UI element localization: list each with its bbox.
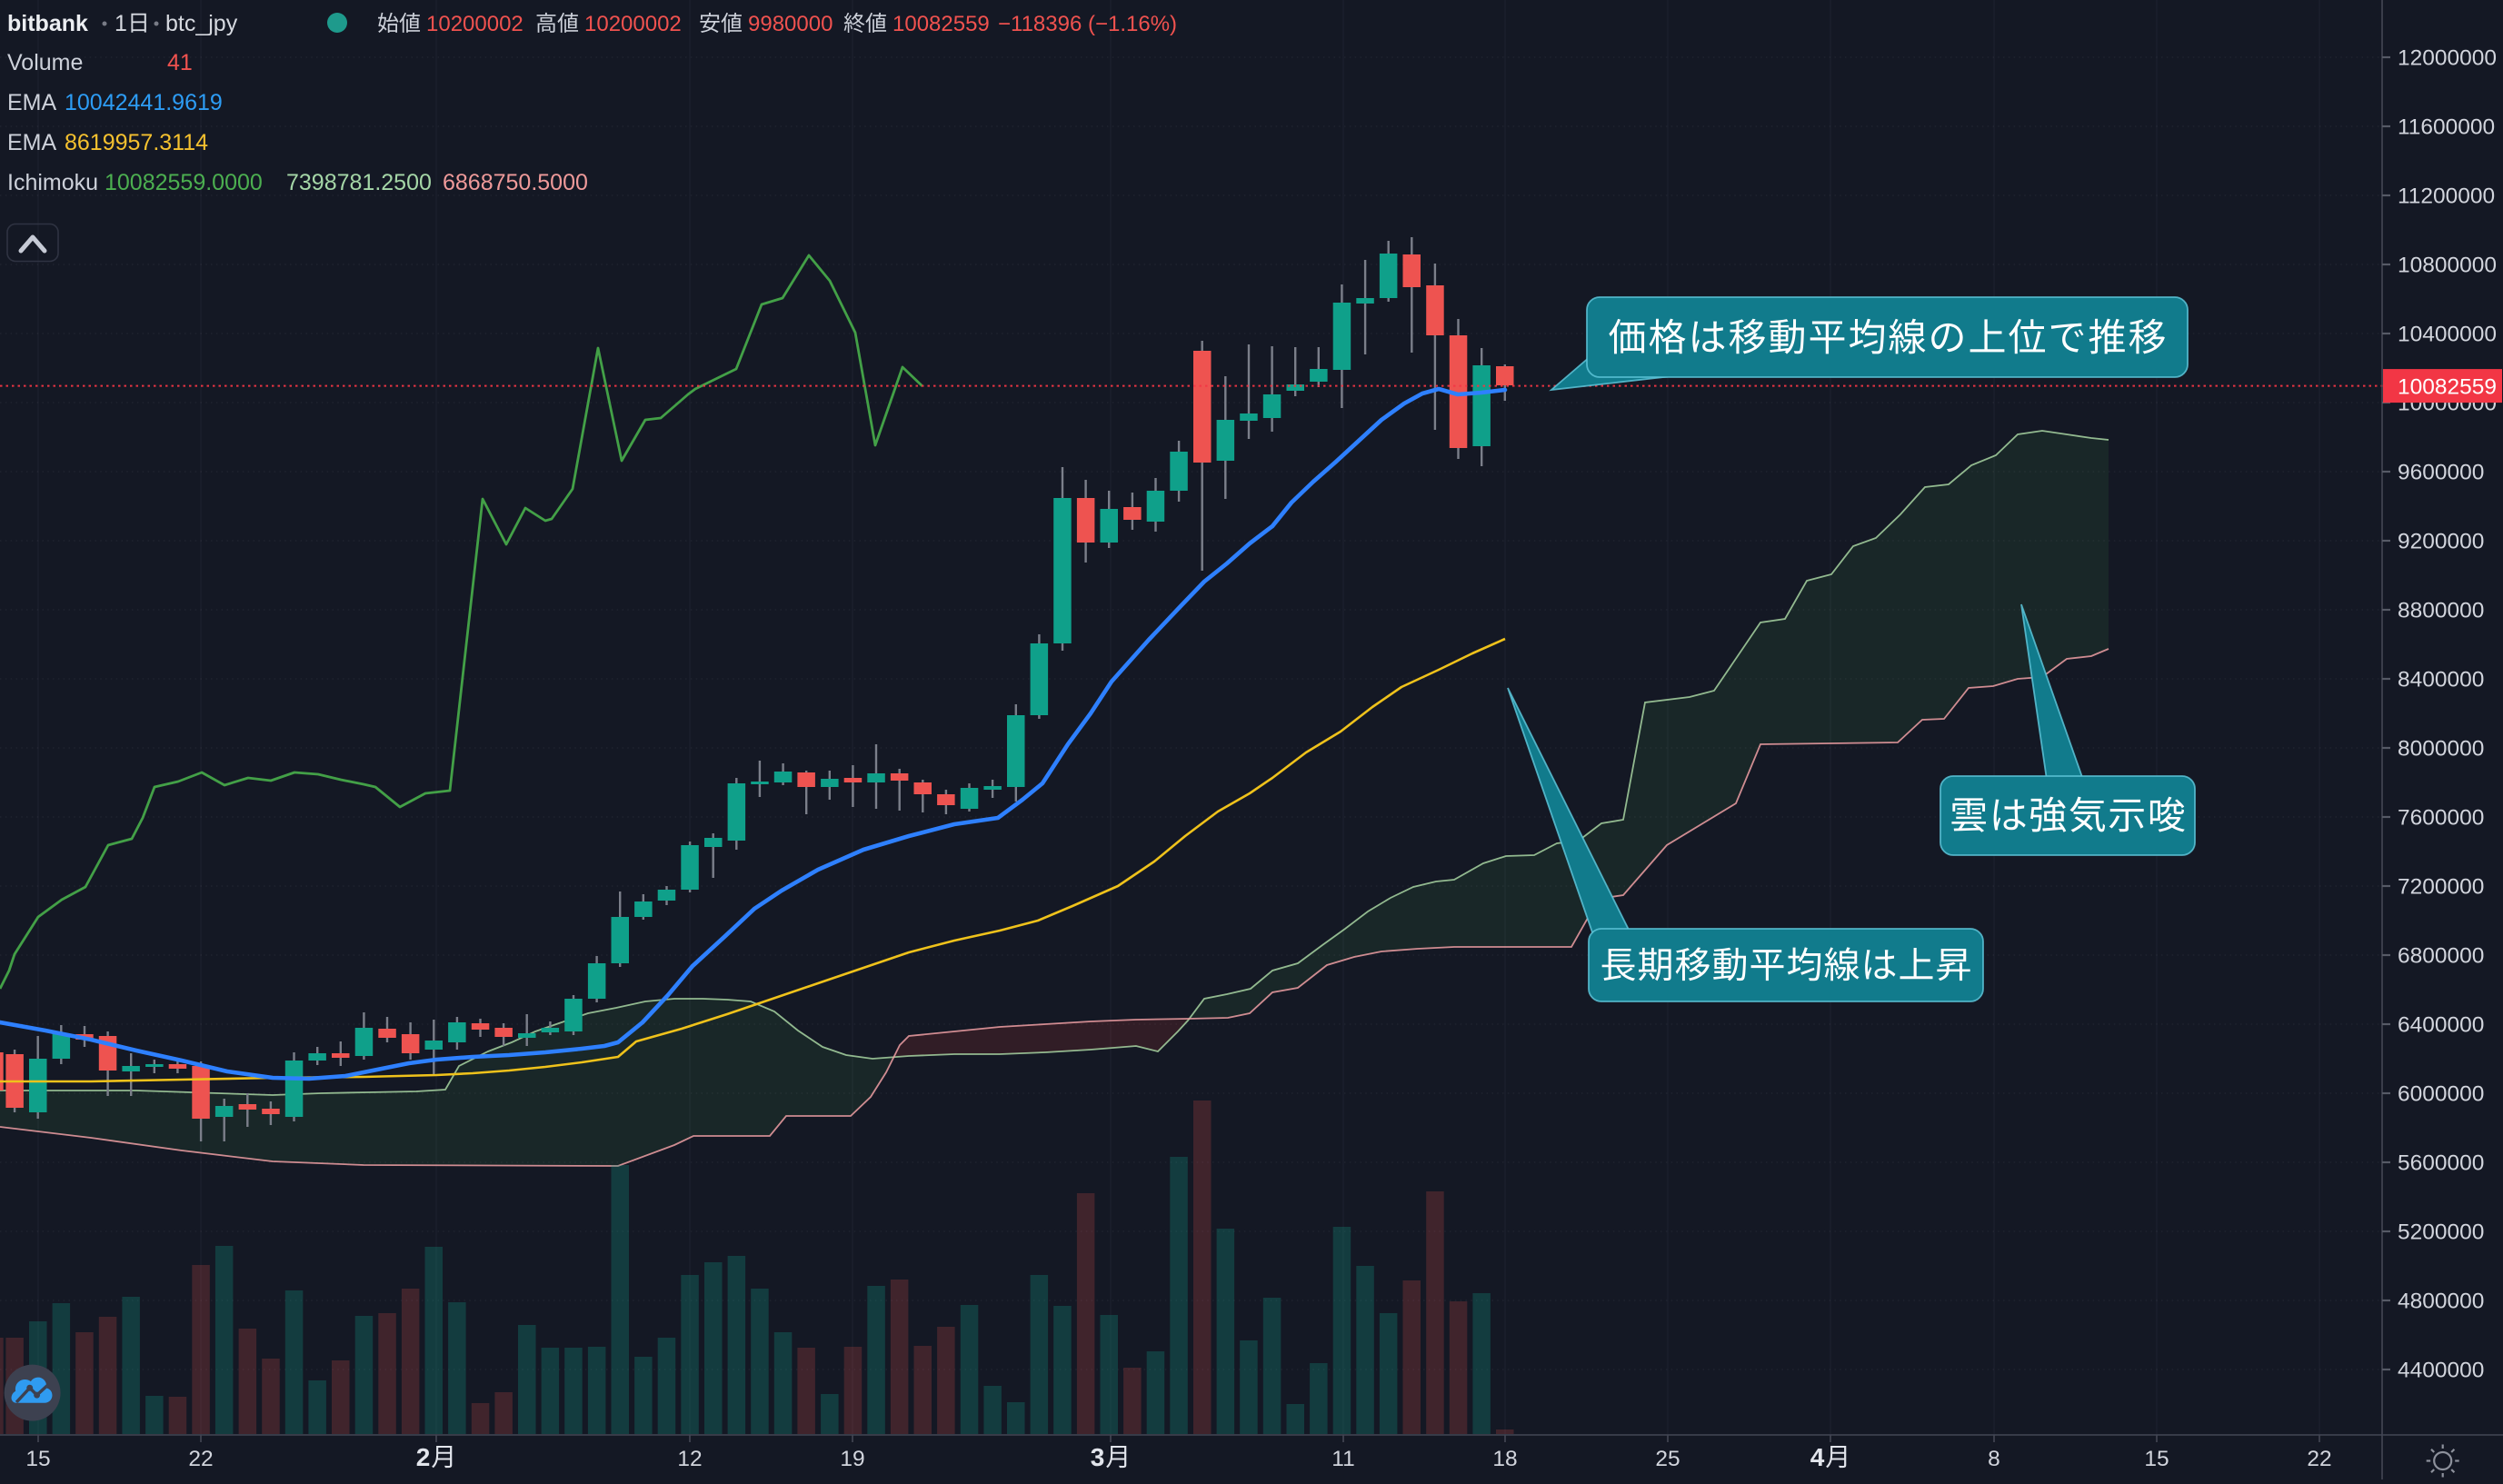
svg-text:−118396 (−1.16%): −118396 (−1.16%) <box>998 12 1177 36</box>
svg-text:8400000: 8400000 <box>2398 668 2484 692</box>
svg-text:8619957.3114: 8619957.3114 <box>65 130 208 155</box>
svg-text:19: 19 <box>840 1447 864 1471</box>
svg-text:5600000: 5600000 <box>2398 1151 2484 1176</box>
svg-text:11200000: 11200000 <box>2398 184 2495 209</box>
svg-text:22: 22 <box>188 1447 213 1471</box>
svg-text:11600000: 11600000 <box>2398 115 2495 140</box>
svg-text:8800000: 8800000 <box>2398 599 2484 623</box>
svg-text:Ichimoku: Ichimoku <box>7 170 98 195</box>
svg-text:5200000: 5200000 <box>2398 1220 2484 1245</box>
svg-text:6868750.5000: 6868750.5000 <box>443 170 588 195</box>
svg-text:10042441.9619: 10042441.9619 <box>65 90 223 115</box>
svg-text:15: 15 <box>2144 1447 2169 1471</box>
svg-text:7398781.2500: 7398781.2500 <box>286 170 432 195</box>
svg-text:8: 8 <box>1988 1447 2000 1471</box>
svg-text:bitbank: bitbank <box>7 11 88 36</box>
svg-text:10200002: 10200002 <box>584 12 682 36</box>
svg-text:1: 1 <box>115 11 127 36</box>
svg-text:25: 25 <box>1655 1447 1680 1471</box>
svg-text:btc_jpy: btc_jpy <box>165 11 238 36</box>
svg-text:3: 3 <box>1091 1443 1105 1471</box>
svg-text:41: 41 <box>167 50 193 75</box>
svg-text:9980000: 9980000 <box>748 12 833 36</box>
svg-text:4: 4 <box>1810 1443 1825 1471</box>
svg-text:10200002: 10200002 <box>426 12 524 36</box>
svg-text:4800000: 4800000 <box>2398 1290 2484 1314</box>
svg-text:10082559: 10082559 <box>893 12 990 36</box>
svg-text:11: 11 <box>1331 1447 1354 1471</box>
svg-text:9600000: 9600000 <box>2398 461 2484 485</box>
svg-text:18: 18 <box>1492 1447 1517 1471</box>
svg-text:10400000: 10400000 <box>2398 323 2497 347</box>
svg-text:4400000: 4400000 <box>2398 1359 2484 1383</box>
svg-text:EMA: EMA <box>7 130 57 155</box>
svg-text:6800000: 6800000 <box>2398 944 2484 969</box>
svg-text:7200000: 7200000 <box>2398 875 2484 900</box>
svg-text:Volume: Volume <box>7 50 83 75</box>
svg-text:12000000: 12000000 <box>2398 46 2497 71</box>
svg-text:9200000: 9200000 <box>2398 530 2484 554</box>
svg-text:2: 2 <box>416 1443 431 1471</box>
svg-text:8000000: 8000000 <box>2398 737 2484 762</box>
svg-text:6000000: 6000000 <box>2398 1082 2484 1107</box>
svg-text:10082559.0000: 10082559.0000 <box>105 170 263 195</box>
svg-text:10800000: 10800000 <box>2398 254 2497 278</box>
svg-text:7600000: 7600000 <box>2398 806 2484 831</box>
svg-text:22: 22 <box>2307 1447 2331 1471</box>
svg-text:6400000: 6400000 <box>2398 1013 2484 1038</box>
svg-text:EMA: EMA <box>7 90 57 115</box>
svg-text:10082559: 10082559 <box>2398 375 2497 400</box>
svg-text:12: 12 <box>677 1447 702 1471</box>
svg-text:15: 15 <box>25 1447 50 1471</box>
